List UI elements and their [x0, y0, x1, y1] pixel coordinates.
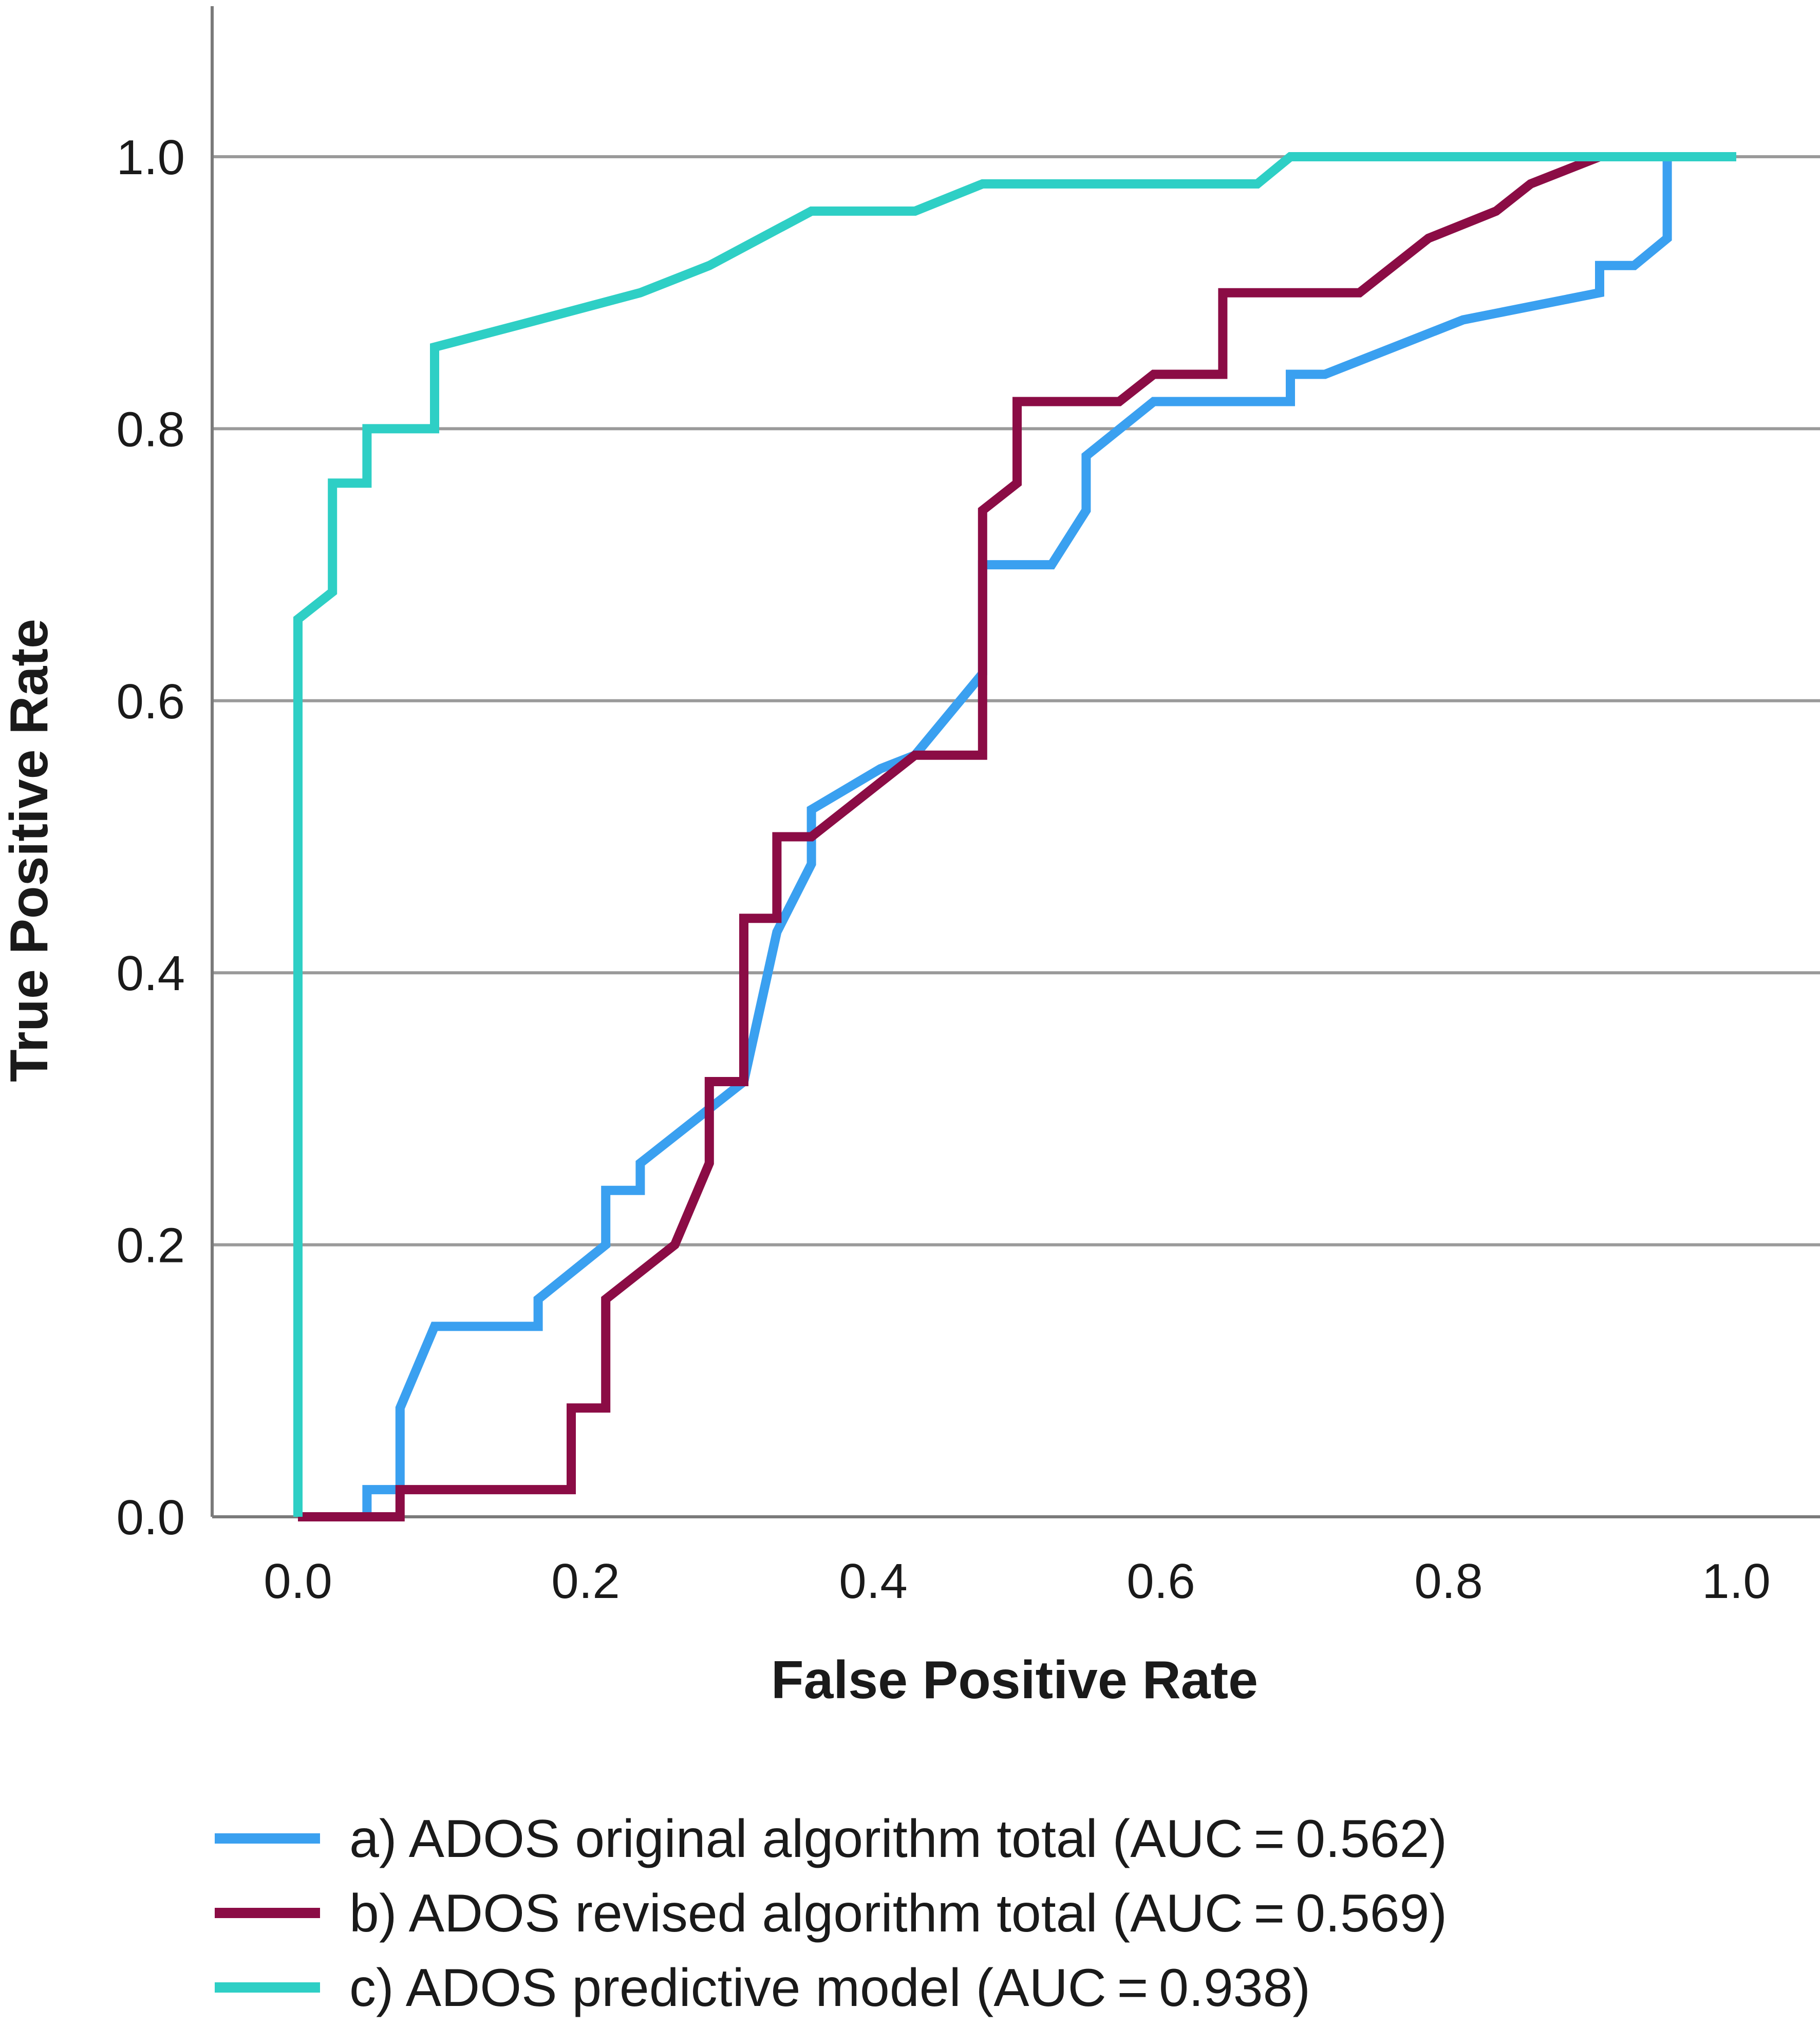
y-tick-label: 0.8	[117, 402, 185, 457]
x-tick-label: 0.2	[551, 1554, 620, 1609]
series-line-c	[293, 152, 1736, 1517]
gridlines	[212, 155, 1820, 1247]
y-tick-label: 0.0	[117, 1490, 185, 1545]
x-tick-label: 1.0	[1702, 1554, 1770, 1609]
y-axis-ticks: 0.0 0.2 0.4 0.6 0.8 1.0	[117, 130, 185, 1545]
x-tick-label: 0.4	[839, 1554, 907, 1609]
legend-label-a: a) ADOS original algorithm total (AUC = …	[349, 1809, 1447, 1869]
x-axis-ticks: 0.0 0.2 0.4 0.6 0.8 1.0	[264, 1554, 1770, 1609]
x-tick-label: 0.0	[264, 1554, 332, 1609]
y-tick-label: 1.0	[117, 130, 185, 185]
series-line-b	[298, 152, 1736, 1521]
series-line-a	[298, 152, 1736, 1521]
y-axis-title: True Positive Rate	[0, 619, 59, 1082]
legend-label-b: b) ADOS revised algorithm total (AUC = 0…	[349, 1884, 1447, 1943]
y-tick-label: 0.6	[117, 674, 185, 729]
x-tick-label: 0.8	[1414, 1554, 1483, 1609]
y-tick-label: 0.4	[117, 946, 185, 1001]
legend-label-c: c) ADOS predictive model (AUC = 0.938)	[349, 1958, 1310, 2018]
legend: a) ADOS original algorithm total (AUC = …	[215, 1809, 1447, 2018]
series-lines	[293, 152, 1736, 1521]
x-axis-title: False Positive Rate	[771, 1650, 1258, 1710]
y-tick-label: 0.2	[117, 1218, 185, 1273]
x-tick-label: 0.6	[1127, 1554, 1195, 1609]
